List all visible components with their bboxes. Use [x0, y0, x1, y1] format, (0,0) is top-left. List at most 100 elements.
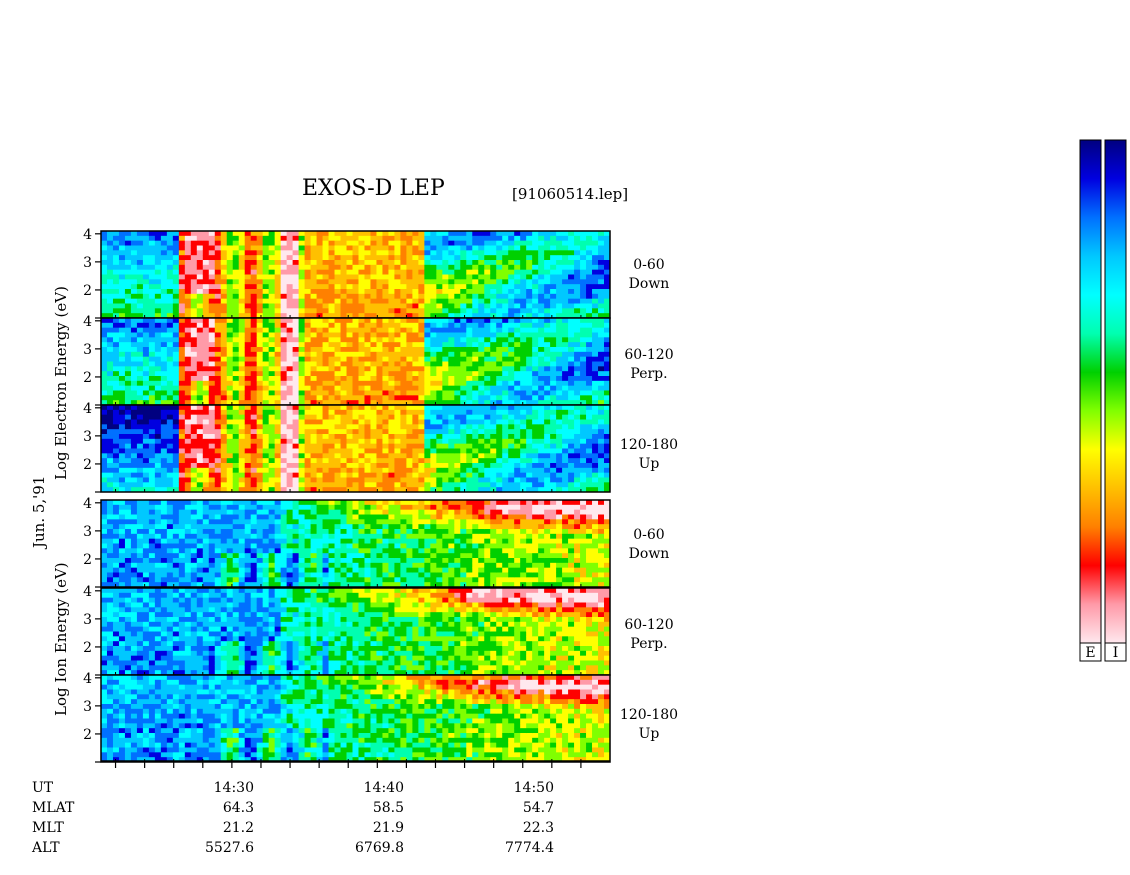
- heatmap-cell: [154, 438, 162, 445]
- heatmap-cell: [436, 318, 443, 324]
- heatmap-cell: [532, 405, 539, 411]
- heatmap-cell: [460, 371, 467, 377]
- heatmap-cell: [568, 303, 575, 309]
- heatmap-cell: [178, 260, 186, 266]
- heatmap-cell: [388, 434, 395, 440]
- heatmap-cell: [148, 509, 156, 515]
- heatmap-cell: [118, 318, 126, 324]
- heatmap-cell: [370, 318, 377, 324]
- heatmap-cell: [502, 255, 509, 261]
- heatmap-cell: [508, 235, 515, 242]
- heatmap-cell: [220, 519, 228, 525]
- heatmap-cell: [124, 322, 132, 329]
- heatmap-cell: [214, 562, 222, 569]
- heatmap-cell: [130, 438, 138, 445]
- heatmap-cell: [358, 347, 365, 353]
- heatmap-cell: [250, 260, 258, 266]
- heatmap-cell: [130, 395, 138, 401]
- heatmap-cell: [148, 235, 156, 242]
- heatmap-cell: [334, 371, 341, 377]
- heatmap-cell: [160, 572, 168, 578]
- heatmap-cell: [166, 463, 174, 469]
- heatmap-cell: [184, 448, 192, 454]
- heatmap-cell: [478, 235, 485, 242]
- heatmap-cell: [568, 376, 575, 382]
- heatmap-cell: [604, 245, 611, 251]
- heatmap-cell: [370, 245, 377, 251]
- heatmap-cell: [370, 463, 377, 469]
- heatmap-cell: [436, 308, 443, 314]
- heatmap-cell: [580, 395, 587, 401]
- heatmap-cell: [310, 405, 317, 411]
- spectrogram-panel-3: [100, 404, 611, 493]
- heatmap-cell: [526, 250, 533, 256]
- heatmap-cell: [154, 582, 162, 588]
- heatmap-cell: [352, 308, 359, 314]
- heatmap-cell: [460, 289, 467, 295]
- heatmap-cell: [172, 231, 180, 237]
- heatmap-cell: [106, 366, 114, 372]
- heatmap-cell: [364, 434, 371, 440]
- heatmap-cell: [556, 342, 563, 348]
- heatmap-cell: [178, 371, 186, 377]
- heatmap-cell: [292, 260, 300, 266]
- heatmap-cell: [298, 472, 305, 478]
- heatmap-cell: [358, 463, 365, 469]
- heatmap-cell: [442, 269, 449, 275]
- heatmap-cell: [208, 463, 216, 469]
- heatmap-cell: [514, 477, 521, 483]
- heatmap-cell: [202, 519, 210, 525]
- heatmap-cell: [154, 434, 162, 440]
- heatmap-cell: [376, 356, 383, 362]
- heatmap-cell: [190, 279, 198, 285]
- heatmap-cell: [406, 376, 413, 382]
- heatmap-cell: [592, 240, 599, 246]
- heatmap-cell: [101, 438, 108, 445]
- heatmap-cell: [190, 327, 198, 333]
- heatmap-cell: [562, 332, 569, 338]
- heatmap-cell: [292, 245, 300, 251]
- heatmap-cell: [598, 419, 605, 425]
- heatmap-cell: [130, 409, 138, 416]
- heatmap-cell: [208, 400, 216, 406]
- heatmap-cell: [274, 322, 282, 329]
- heatmap-cell: [142, 322, 150, 329]
- heatmap-cell: [190, 533, 198, 540]
- heatmap-cell: [190, 405, 198, 411]
- heatmap-cell: [544, 240, 551, 246]
- heatmap-cell: [346, 376, 353, 382]
- heatmap-cell: [382, 419, 389, 425]
- heatmap-cell: [226, 458, 234, 464]
- heatmap-cell: [214, 543, 222, 549]
- heatmap-cell: [238, 467, 246, 474]
- heatmap-cell: [172, 289, 180, 295]
- heatmap-cell: [286, 429, 294, 435]
- heatmap-cell: [574, 308, 581, 314]
- heatmap-cell: [598, 260, 605, 266]
- heatmap-cell: [448, 429, 455, 435]
- heatmap-cell: [142, 385, 150, 391]
- heatmap-cell: [226, 400, 234, 406]
- heatmap-cell: [502, 318, 509, 324]
- heatmap-cell: [496, 327, 503, 333]
- heatmap-cell: [544, 472, 551, 478]
- heatmap-cell: [262, 269, 270, 275]
- heatmap-cell: [280, 318, 288, 324]
- heatmap-cell: [166, 356, 174, 362]
- heatmap-cell: [592, 327, 599, 333]
- heatmap-cell: [166, 284, 174, 290]
- heatmap-cell: [328, 337, 335, 343]
- heatmap-cell: [101, 235, 108, 242]
- heatmap-cell: [442, 448, 449, 454]
- heatmap-cell: [118, 477, 126, 483]
- heatmap-cell: [586, 414, 593, 420]
- heatmap-cell: [172, 376, 180, 382]
- heatmap-cell: [172, 487, 180, 493]
- heatmap-cell: [232, 250, 240, 256]
- heatmap-cell: [484, 390, 491, 396]
- heatmap-cell: [184, 284, 192, 290]
- heatmap-cell: [490, 231, 497, 237]
- heatmap-cell: [244, 337, 252, 343]
- heatmap-cell: [382, 443, 389, 449]
- heatmap-cell: [556, 231, 563, 237]
